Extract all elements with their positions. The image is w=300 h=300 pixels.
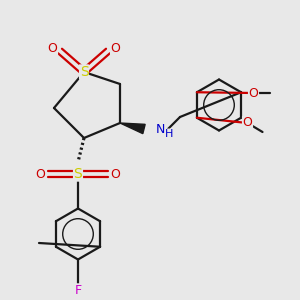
Text: O: O: [48, 42, 57, 55]
Text: O: O: [243, 116, 252, 130]
Text: H: H: [165, 129, 174, 139]
Text: O: O: [36, 167, 45, 181]
Text: O: O: [249, 86, 258, 100]
Text: N: N: [156, 122, 165, 136]
Text: S: S: [80, 65, 88, 79]
Text: O: O: [111, 167, 120, 181]
Polygon shape: [120, 123, 145, 134]
Text: S: S: [74, 167, 82, 181]
Text: O: O: [111, 42, 120, 55]
Text: F: F: [74, 284, 82, 297]
